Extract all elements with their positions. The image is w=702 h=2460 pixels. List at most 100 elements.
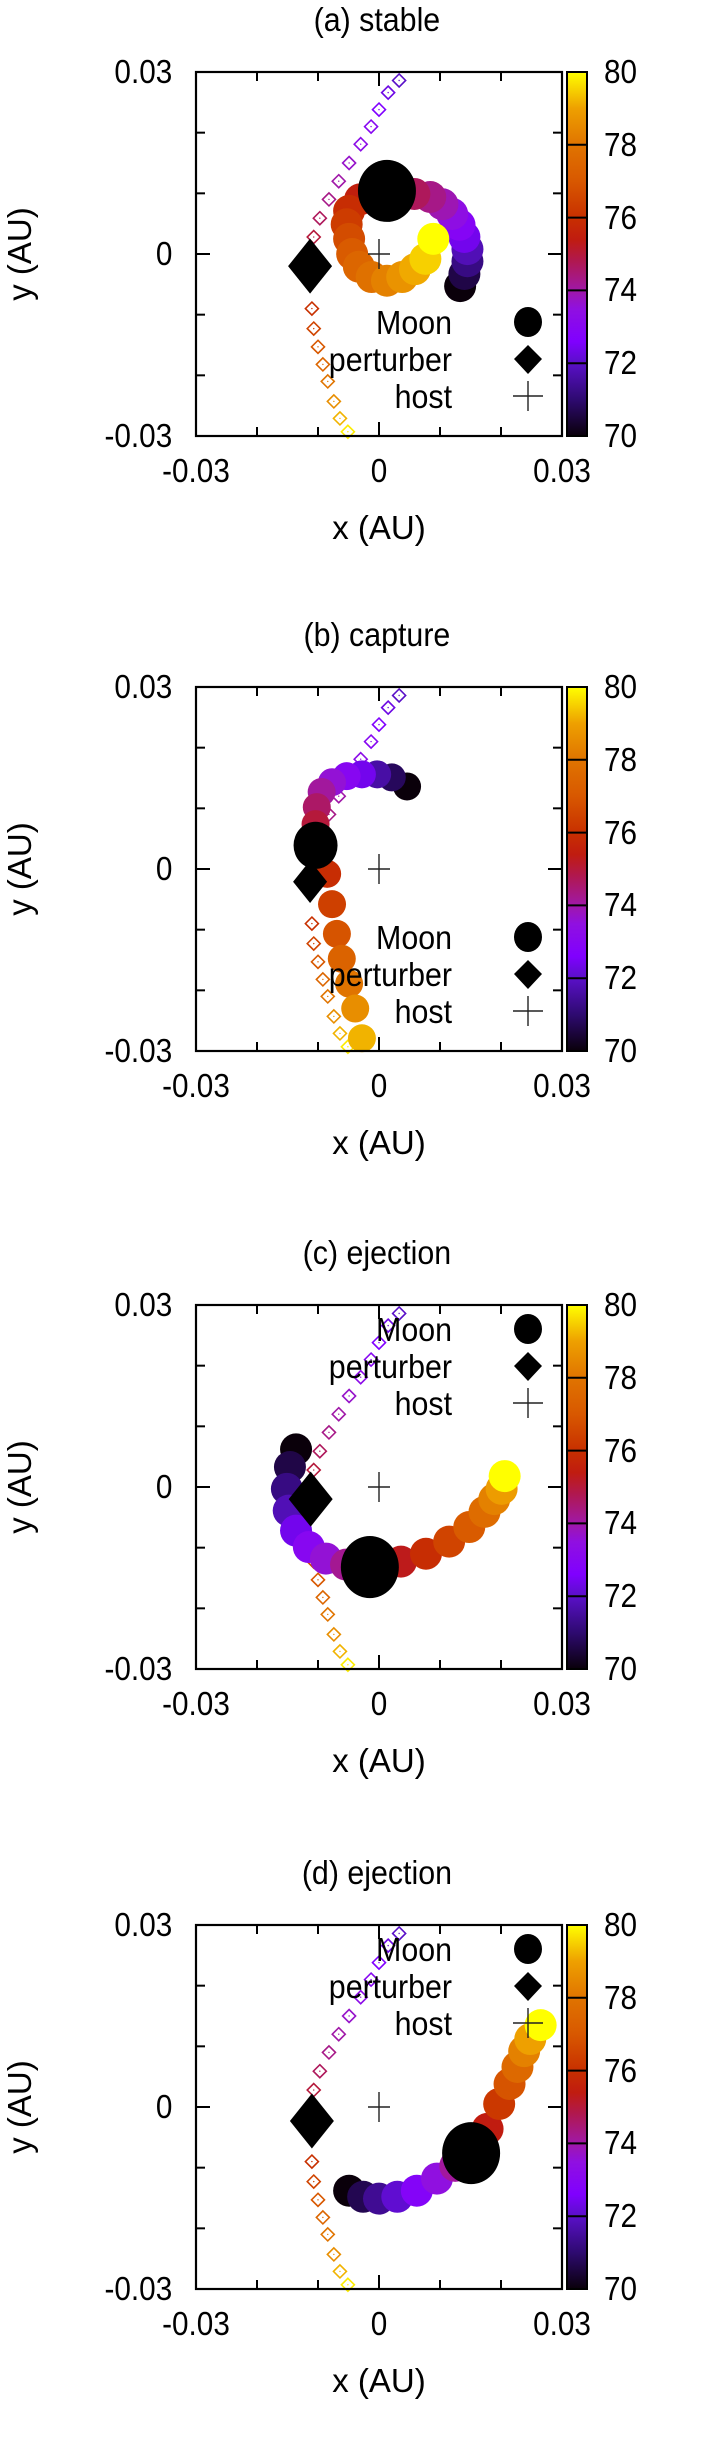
perturber-trail-marker bbox=[391, 1925, 407, 1942]
perturber-trail-marker bbox=[310, 339, 326, 355]
perturber-trail-marker bbox=[371, 1334, 387, 1351]
colorbar-tick-label-78: 78 bbox=[604, 125, 638, 163]
trail-dot bbox=[327, 2233, 329, 2236]
perturber-trail-marker bbox=[321, 2044, 337, 2061]
perturber-trail-marker bbox=[312, 210, 328, 226]
y-tick-label-zero: 0 bbox=[155, 235, 172, 272]
perturber-trail-marker bbox=[363, 733, 379, 750]
perturber-trail-marker bbox=[315, 971, 331, 988]
trail-dot bbox=[333, 1015, 335, 1018]
colorbar-tick-label-80: 80 bbox=[604, 668, 638, 705]
x-axis-label: x (AU) bbox=[332, 1124, 426, 1161]
perturber-trail-marker bbox=[306, 2173, 322, 2190]
perturber-trail-marker bbox=[310, 954, 326, 970]
moon-marker bbox=[340, 1536, 399, 1599]
perturber-trail-marker bbox=[312, 2063, 328, 2079]
trail-dot bbox=[319, 217, 321, 219]
y-axis-label: y (AU) bbox=[1, 1440, 38, 1534]
perturber-trail-marker bbox=[304, 2153, 320, 2170]
perturber-marker bbox=[288, 1471, 333, 1527]
perturber-trail-marker bbox=[391, 1305, 407, 1322]
trail-dot bbox=[347, 1046, 349, 1048]
trail-dot bbox=[378, 1961, 380, 1964]
moon-marker bbox=[293, 821, 338, 869]
perturber-trail-marker bbox=[341, 155, 357, 171]
x-tick-label-left: -0.03 bbox=[162, 452, 230, 489]
perturber-trail-marker bbox=[312, 1443, 328, 1459]
chart-panel-d: (d) ejection 0.03 0 -0.03 -0.03 0 0.03 y… bbox=[0, 1853, 702, 2460]
perturber-trail-marker bbox=[320, 373, 336, 390]
colorbar-tick-label-70: 70 bbox=[604, 1032, 638, 1069]
trail-dot bbox=[311, 307, 313, 310]
perturber-trail-marker bbox=[363, 1971, 379, 1988]
trail-dot bbox=[387, 1944, 389, 1947]
trail-dot bbox=[338, 180, 340, 182]
colorbar-tick-label-72: 72 bbox=[604, 344, 638, 382]
trail-dot bbox=[378, 723, 380, 726]
trail-dot bbox=[339, 1032, 341, 1035]
colorbar-tick-label-76: 76 bbox=[604, 813, 638, 851]
perturber-trail-marker bbox=[315, 2209, 331, 2226]
trail-dot bbox=[317, 346, 319, 348]
trail-dot bbox=[370, 740, 372, 743]
trail-dot bbox=[347, 431, 349, 433]
trail-dot bbox=[327, 1613, 329, 1616]
moon-trail-marker bbox=[341, 994, 370, 1023]
y-tick-label-zero: 0 bbox=[155, 2088, 172, 2125]
perturber-trail-marker bbox=[326, 1008, 342, 1025]
legend-perturber-symbol bbox=[514, 1972, 542, 2001]
perturber-trail-marker bbox=[380, 699, 396, 716]
trail-dot bbox=[348, 1395, 350, 1397]
trail-dot bbox=[322, 363, 324, 366]
moon-trail-marker bbox=[327, 944, 356, 973]
legend-moon-symbol bbox=[514, 922, 542, 952]
axes-frame bbox=[194, 70, 564, 438]
legend-label-perturber: perturber bbox=[328, 1348, 452, 1385]
moon-trail-marker bbox=[488, 1460, 521, 1493]
perturber-trail-marker bbox=[310, 1572, 326, 1588]
colorbar-tick-label-76: 76 bbox=[604, 2051, 638, 2089]
trail-dot bbox=[387, 706, 389, 709]
trail-dot bbox=[313, 1469, 315, 1471]
perturber-trail-marker bbox=[391, 72, 407, 89]
y-tick-label-top: 0.03 bbox=[114, 668, 172, 705]
trail-dot bbox=[322, 2216, 324, 2219]
trail-dot bbox=[333, 2253, 335, 2256]
chart-panel-a: (a) stable 0.03 0 -0.03 -0.03 0 0.03 y (… bbox=[0, 0, 702, 607]
legend-perturber-symbol bbox=[514, 960, 542, 989]
legend-label-host: host bbox=[394, 993, 452, 1030]
moon-trail-marker bbox=[524, 2009, 557, 2042]
colorbar-tick-label-74: 74 bbox=[604, 2124, 638, 2162]
trail-dot bbox=[360, 758, 362, 760]
x-tick-label-right: 0.03 bbox=[533, 1685, 591, 1722]
trail-dot bbox=[313, 2180, 315, 2183]
trail-dot bbox=[347, 2284, 349, 2286]
perturber-trail-marker bbox=[306, 320, 322, 337]
trail-dot bbox=[328, 2051, 330, 2054]
trail-dot bbox=[319, 1450, 321, 1452]
perturber-trail-marker bbox=[320, 2226, 336, 2243]
trail-dot bbox=[339, 1650, 341, 1653]
perturber-trail-marker bbox=[332, 1025, 348, 1042]
panel-title: (b) capture bbox=[303, 616, 451, 653]
perturber-trail-marker bbox=[340, 2277, 356, 2293]
perturber-trail-marker bbox=[320, 1606, 336, 1623]
trail-dot bbox=[333, 1633, 335, 1636]
trail-dot bbox=[313, 942, 315, 945]
legend-host-symbol bbox=[513, 381, 543, 411]
x-axis-label: x (AU) bbox=[332, 2362, 426, 2399]
trail-dot bbox=[398, 1312, 400, 1315]
trail-dot bbox=[378, 108, 380, 111]
legend-moon-symbol bbox=[514, 1934, 542, 1964]
perturber-trail-marker bbox=[371, 1954, 387, 1971]
colorbar-tick-label-70: 70 bbox=[604, 1650, 638, 1687]
perturber-trail-marker bbox=[331, 2026, 347, 2042]
colorbar bbox=[566, 71, 588, 437]
colorbar-tick-label-80: 80 bbox=[604, 1286, 638, 1323]
axes-frame bbox=[194, 1923, 564, 2291]
colorbar bbox=[566, 1924, 588, 2290]
panel-title: (d) ejection bbox=[301, 1854, 453, 1891]
plot-area bbox=[194, 685, 588, 1055]
perturber-marker bbox=[288, 238, 333, 294]
legend-label-moon: Moon bbox=[376, 1311, 452, 1348]
